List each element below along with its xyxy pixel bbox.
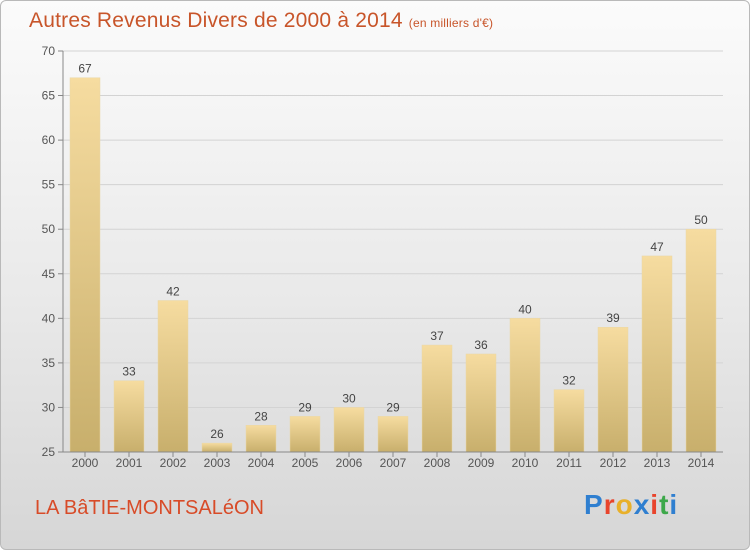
bar-2011: [553, 389, 585, 453]
x-tick-label-2009: 2009: [468, 456, 495, 470]
x-tick-label-2006: 2006: [336, 456, 363, 470]
data-label-2008: 37: [430, 329, 444, 343]
data-label-2009: 36: [474, 338, 488, 352]
data-label-2002: 42: [166, 285, 180, 299]
logo-letter: r: [603, 489, 616, 520]
x-tick-label-2005: 2005: [292, 456, 319, 470]
data-label-2012: 39: [606, 311, 620, 325]
x-tick-label-2008: 2008: [424, 456, 451, 470]
logo-letter: i: [650, 489, 660, 520]
y-tick-label: 35: [42, 356, 56, 370]
bar-2012: [597, 326, 629, 453]
y-tick-label: 60: [42, 133, 56, 147]
bar-2005: [289, 416, 321, 453]
x-tick-label-2000: 2000: [72, 456, 99, 470]
y-tick-label: 55: [42, 178, 56, 192]
bar-2008: [421, 344, 453, 453]
y-axis: 25 30 35 40 45 50 55 60 65 70: [42, 44, 64, 459]
y-tick-label: 40: [42, 311, 56, 325]
data-label-2014: 50: [694, 213, 708, 227]
bar-2003: [201, 442, 233, 453]
x-tick-label-2014: 2014: [688, 456, 715, 470]
data-label-2001: 33: [122, 365, 136, 379]
commune-name: LA BâTIE-MONTSALéON: [35, 497, 264, 519]
chart-unit: (en milliers d'€): [408, 16, 494, 30]
bar-2006: [333, 407, 365, 453]
data-label-2010: 40: [518, 302, 532, 316]
data-label-2011: 32: [562, 374, 576, 388]
y-tick-label: 65: [42, 89, 56, 103]
chart-title: Autres Revenus Divers de 2000 à 2014 (en …: [29, 9, 493, 33]
data-label-2003: 26: [210, 427, 224, 441]
bar-2014: [685, 228, 717, 453]
bars: [69, 77, 717, 453]
y-tick-label: 70: [42, 44, 56, 58]
logo-letter: x: [633, 489, 651, 520]
logo-letter: i: [669, 489, 679, 520]
chart-title-text: Autres Revenus Divers de 2000 à 2014: [29, 9, 403, 32]
bar-2001: [113, 380, 145, 453]
x-tick-label-2010: 2010: [512, 456, 539, 470]
x-tick-label-2012: 2012: [600, 456, 627, 470]
data-label-2013: 47: [650, 240, 664, 254]
y-tick-label: 30: [42, 400, 56, 414]
logo-letter: P: [584, 489, 604, 520]
x-tick-label-2011: 2011: [556, 456, 582, 470]
logo-letter: t: [659, 489, 670, 520]
x-tick-label-2001: 2001: [116, 456, 143, 470]
bar-2009: [465, 353, 497, 453]
y-tick-label: 25: [42, 445, 56, 459]
data-label-2005: 29: [298, 400, 312, 414]
bar-2007: [377, 416, 409, 453]
logo-letter: o: [615, 489, 634, 520]
data-label-2007: 29: [386, 400, 400, 414]
x-tick-label-2004: 2004: [248, 456, 275, 470]
y-tick-label: 50: [42, 222, 56, 236]
y-tick-label: 45: [42, 267, 56, 281]
x-tick-label-2007: 2007: [380, 456, 407, 470]
proxiti-logo: Proxiti: [584, 489, 678, 521]
data-label-2000: 67: [78, 62, 92, 76]
data-label-2004: 28: [254, 409, 268, 423]
data-label-2006: 30: [342, 391, 356, 405]
x-axis: 2000 2001 2002 2003 2004 2005 2006 2007 2008 2009…: [63, 451, 723, 470]
data-labels: 67 33 42 26 28 29 30 29 37 36 40 32 39 47 50: [78, 62, 708, 441]
x-tick-label-2013: 2013: [644, 456, 671, 470]
bar-2013: [641, 255, 673, 453]
bar-2010: [509, 318, 541, 453]
bar-2002: [157, 300, 189, 453]
x-tick-label-2003: 2003: [204, 456, 231, 470]
x-tick-label-2002: 2002: [160, 456, 187, 470]
bar-2004: [245, 425, 277, 453]
bar-2000: [69, 77, 101, 453]
